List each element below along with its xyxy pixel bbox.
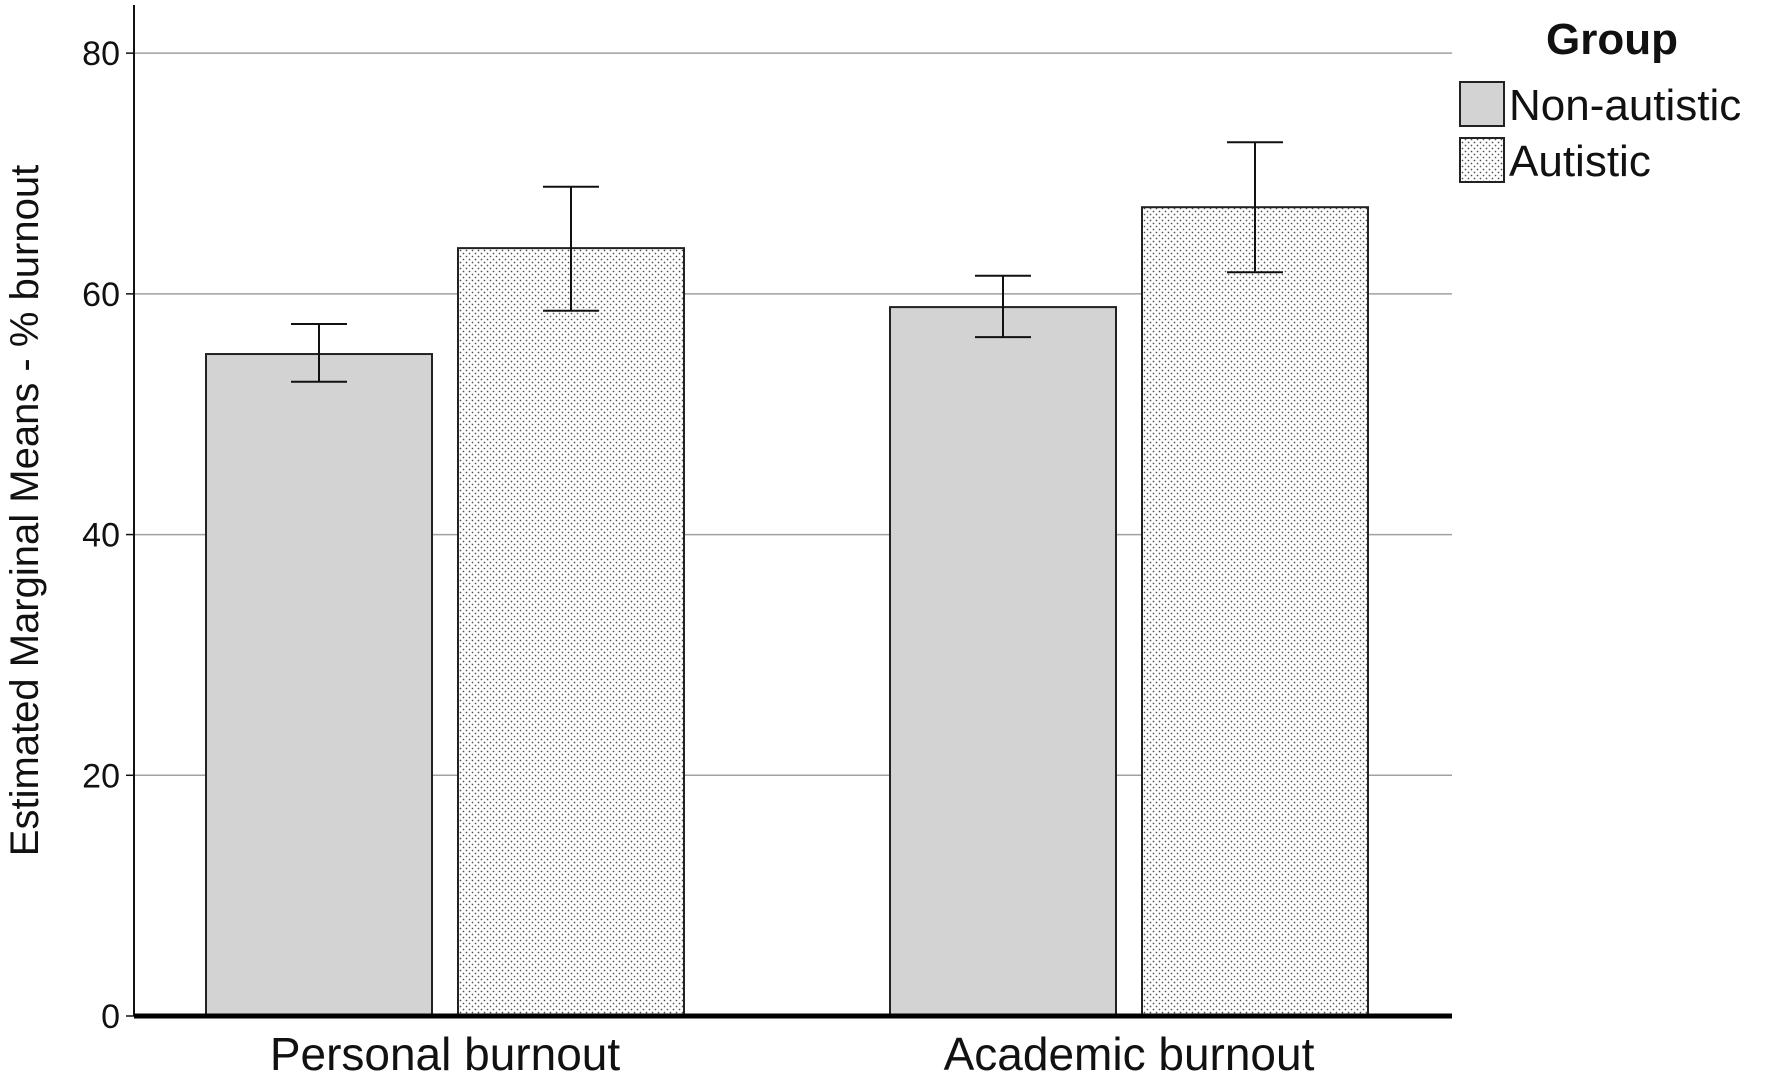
error-bars (291, 141, 1283, 383)
bar-autistic-0 (457, 247, 685, 1018)
y-tick-label-40: 40 (82, 517, 120, 555)
y-tick-label-80: 80 (82, 35, 120, 73)
bar-autistic-1 (1141, 206, 1369, 1017)
y-tick-label-60: 60 (82, 276, 120, 314)
legend-swatch-1 (1459, 137, 1505, 183)
bar-non-autistic-1 (889, 306, 1117, 1017)
legend: Group Non-autistic Autistic (1459, 15, 1741, 186)
x-category-label-1: Academic burnout (944, 1028, 1315, 1078)
legend-title: Group (1546, 15, 1678, 64)
y-axis-title: Estimated Marginal Means - % burnout (3, 165, 47, 856)
legend-label-0: Non-autistic (1509, 81, 1741, 130)
bar-non-autistic-0 (205, 353, 433, 1017)
axis-labels: 0 20 40 60 80 Personal burnout Academic burnou… (3, 35, 1315, 1078)
legend-swatch-0 (1459, 81, 1505, 127)
legend-label-1: Autistic (1509, 137, 1651, 186)
y-tick-label-0: 0 (101, 998, 120, 1036)
x-category-label-0: Personal burnout (270, 1028, 621, 1078)
y-tick-label-20: 20 (82, 757, 120, 795)
axes (126, 5, 1452, 1019)
bars (205, 206, 1369, 1018)
